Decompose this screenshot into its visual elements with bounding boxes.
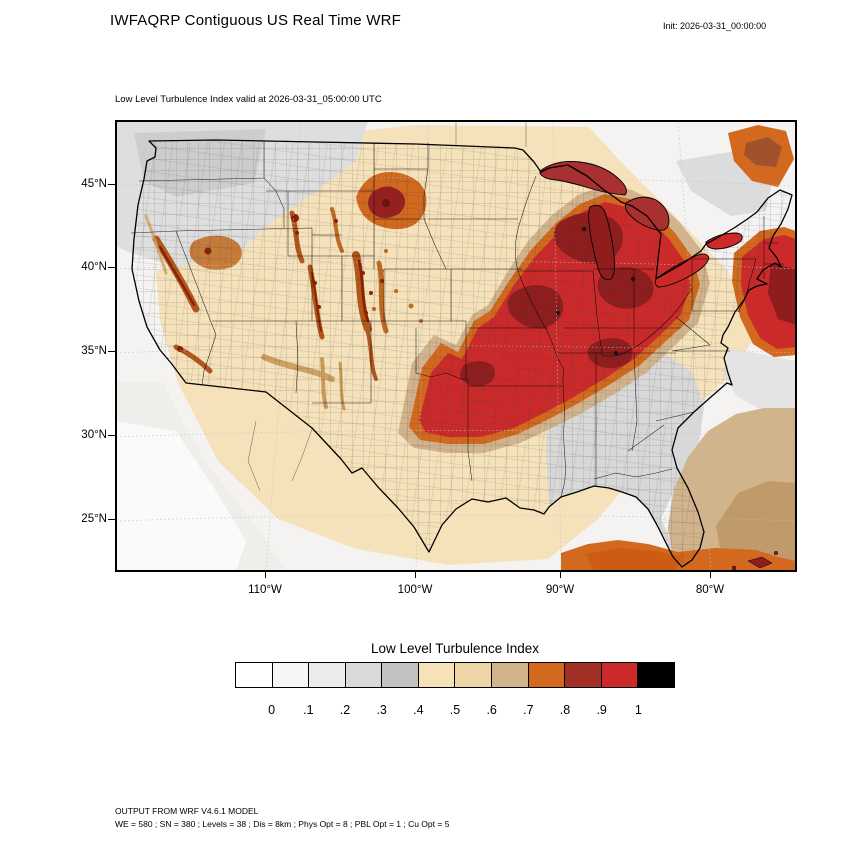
colorbar-ticks: 0 .1 .2 .3 .4 .5 .6 .7 .8 .9 1: [235, 703, 675, 719]
axis-tick: [415, 571, 416, 578]
axis-tick: [108, 184, 115, 185]
axis-tick: [108, 351, 115, 352]
lake-ontario: [705, 232, 743, 250]
lake-huron: [624, 196, 670, 231]
page-title: IWFAQRP Contiguous US Real Time WRF: [110, 12, 401, 29]
field-gray-atlantic-mid: [724, 349, 796, 411]
map-subtitle: Low Level Turbulence Index valid at 2026…: [115, 94, 382, 105]
colorbar-tick-label: .5: [449, 703, 461, 717]
colorbar-title: Low Level Turbulence Index: [370, 641, 540, 656]
canada-mexico-admin-borders: [247, 121, 527, 492]
colorbar-box: [600, 662, 639, 688]
lon-tick-label: 80°W: [695, 584, 725, 596]
colorbar-tick-label: .7: [523, 703, 534, 717]
field-tan-atlantic-dark: [716, 481, 796, 571]
colorbar-box: [417, 662, 456, 688]
lon-tick-label: 100°W: [397, 584, 433, 596]
lat-axis: 45°N 40°N 35°N 30°N 25°N: [55, 0, 107, 850]
colorbar-box: [235, 662, 273, 688]
lon-tick-label: 110°W: [248, 584, 282, 596]
colorbar-box: [308, 662, 346, 688]
colorbar-box: [454, 662, 493, 688]
colorbar-tick-label: 0: [268, 703, 276, 717]
colorbar-tick-label: .2: [339, 703, 351, 717]
lake-erie: [654, 253, 710, 288]
lat-tick-label: 30°N: [81, 429, 107, 441]
colorbar-tick-label: .3: [376, 703, 387, 717]
lon-axis: 110°W 100°W 90°W 80°W: [115, 584, 795, 600]
colorbar-box: [527, 662, 566, 688]
axis-tick: [108, 267, 115, 268]
axis-tick: [108, 435, 115, 436]
axis-tick: [265, 571, 266, 578]
colorbar: [235, 662, 675, 688]
axis-tick: [710, 571, 711, 578]
lat-tick-label: 25°N: [81, 513, 107, 525]
field-orange-gulf-core: [586, 548, 681, 571]
colorbar-box: [637, 662, 675, 688]
lat-tick-label: 40°N: [81, 261, 107, 273]
map-svg: [116, 121, 796, 571]
lat-tick-label: 45°N: [81, 178, 107, 190]
lat-tick-label: 35°N: [81, 345, 107, 357]
lake-michigan: [588, 204, 616, 280]
colorbar-box: [491, 662, 529, 688]
lake-superior: [539, 160, 627, 196]
colorbar-tick-label: .4: [413, 703, 424, 717]
colorbar-box: [381, 662, 419, 688]
colorbar-box: [564, 662, 602, 688]
colorbar-tick-label: .6: [486, 703, 497, 717]
colorbar-tick-label: .9: [596, 703, 607, 717]
colorbar-box: [344, 662, 383, 688]
us-border: [131, 139, 793, 568]
cuba-bahamas: [731, 550, 779, 571]
field-ocean-pacific-white: [116, 421, 246, 571]
map-panel: [115, 120, 797, 572]
axis-tick: [560, 571, 561, 578]
field-darkred-atlantic-ne: [768, 263, 796, 325]
axis-tick: [108, 519, 115, 520]
colorbar-tick-label: .1: [303, 703, 314, 717]
footer-config-line: WE = 580 ; SN = 380 ; Levels = 38 ; Dis …: [115, 819, 450, 829]
footer-model-line: OUTPUT FROM WRF V4.6.1 MODEL: [115, 806, 259, 816]
lon-tick-label: 90°W: [545, 584, 575, 596]
field-orange-canada-ne-core: [744, 137, 782, 167]
map-border-frame: [116, 121, 796, 571]
init-timestamp: Init: 2026-03-31_00:00:00: [663, 21, 767, 31]
colorbar-box: [271, 662, 310, 688]
colorbar-tick-label: 1: [634, 703, 642, 717]
colorbar-tick-label: .8: [559, 703, 571, 717]
great-lakes: [539, 160, 743, 288]
